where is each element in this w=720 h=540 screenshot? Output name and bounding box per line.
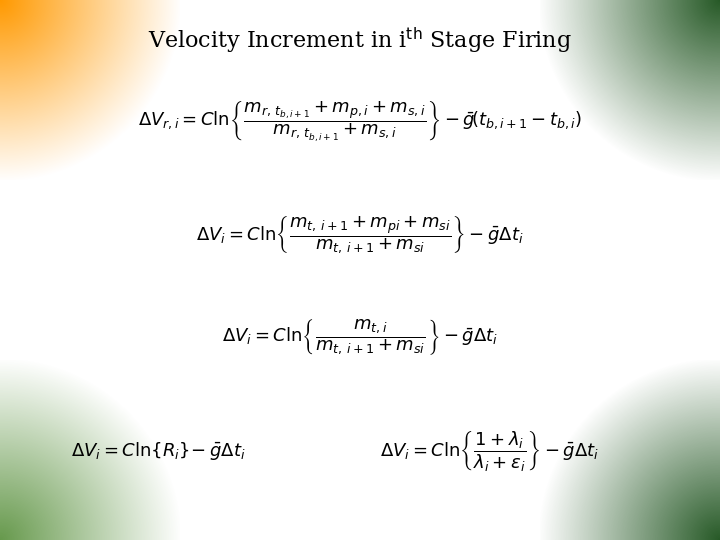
Text: $\Delta V_i = C \ln\!\left\{\dfrac{m_{t,\,i+1} + m_{pi} + m_{si}}{m_{t,\,i+1} + : $\Delta V_i = C \ln\!\left\{\dfrac{m_{t,… — [197, 214, 523, 256]
Text: $\Delta V_i = C \ln\!\left\{\dfrac{m_{t,i}}{m_{t,\,i+1} + m_{si}}\right\} - \bar: $\Delta V_i = C \ln\!\left\{\dfrac{m_{t,… — [222, 318, 498, 357]
Text: $\Delta V_i = C \ln\!\left\{R_i\right\}\! - \bar{g}\Delta t_i$: $\Delta V_i = C \ln\!\left\{R_i\right\}\… — [71, 440, 246, 462]
Text: $\Delta V_{r,i} = C \ln\!\left\{\dfrac{m_{r,\,t_{b,i+1}} + m_{p,i} + m_{s,i}}{m_: $\Delta V_{r,i} = C \ln\!\left\{\dfrac{m… — [138, 99, 582, 144]
Text: Velocity Increment in i$^{\mathrm{th}}$ Stage Firing: Velocity Increment in i$^{\mathrm{th}}$ … — [148, 25, 572, 56]
Text: $\Delta V_i = C \ln\!\left\{\dfrac{1 + \lambda_i}{\lambda_i + \varepsilon_i}\rig: $\Delta V_i = C \ln\!\left\{\dfrac{1 + \… — [380, 428, 599, 474]
